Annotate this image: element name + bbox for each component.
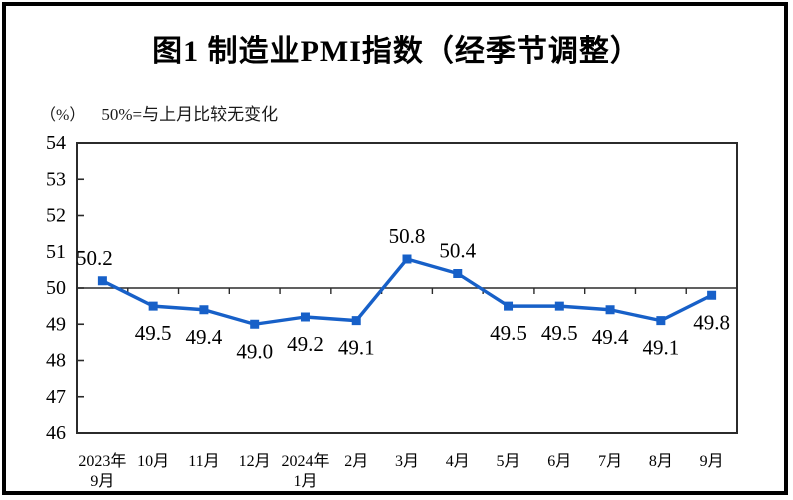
x-axis-label: 5月: [497, 453, 521, 470]
x-axis-label: 1月: [293, 473, 317, 490]
data-point-label: 50.2: [76, 246, 113, 270]
y-axis-tick-label: 46: [46, 422, 66, 444]
data-point-marker: [402, 254, 412, 264]
data-point-marker: [504, 301, 514, 311]
data-point-label: 50.4: [439, 239, 476, 263]
data-point-label: 49.5: [541, 321, 578, 345]
data-point-label: 49.4: [186, 325, 223, 349]
y-axis-tick-label: 53: [46, 168, 66, 190]
data-point-marker: [605, 305, 615, 315]
data-point-label: 49.5: [135, 321, 172, 345]
chart-title: 图1 制造业PMI指数（经季节调整）: [152, 35, 641, 68]
data-point-label: 49.1: [642, 336, 679, 360]
x-axis-label: 6月: [547, 453, 571, 470]
y-axis-tick-label: 52: [46, 205, 66, 227]
reference-note-label: 50%=与上月比较无变化: [101, 105, 279, 124]
y-axis-tick-label: 50: [46, 277, 66, 299]
data-point-marker: [656, 316, 666, 326]
x-axis-label: 4月: [446, 453, 470, 470]
data-point-marker: [300, 312, 310, 322]
data-point-label: 49.0: [236, 339, 273, 363]
y-axis-tick-label: 48: [46, 350, 66, 372]
x-axis-label: 8月: [649, 453, 673, 470]
y-axis-unit-label: （%）: [40, 107, 86, 124]
data-point-marker: [351, 316, 361, 326]
data-point-marker: [250, 319, 260, 329]
x-axis-label: 2023年: [78, 452, 126, 470]
x-axis-label: 2月: [344, 453, 368, 470]
x-axis-label: 9月: [90, 473, 114, 490]
data-point-marker: [199, 305, 209, 315]
x-axis-label: 9月: [700, 453, 724, 470]
x-axis-label: 12月: [239, 453, 271, 470]
chart-subtitle-row: （%） 50%=与上月比较无变化: [40, 100, 278, 125]
data-point-label: 49.5: [490, 321, 527, 345]
data-point-label: 49.1: [338, 336, 375, 360]
data-point-marker: [707, 290, 717, 300]
x-axis-label: 10月: [137, 453, 169, 470]
data-point-marker: [148, 301, 158, 311]
y-axis-tick-label: 47: [46, 386, 66, 408]
y-axis-tick-label: 54: [46, 132, 66, 154]
pmi-line: [101, 257, 713, 326]
y-axis-tick-label: 49: [46, 313, 66, 335]
y-axis-tick-label: 51: [46, 241, 66, 263]
data-point-marker: [97, 276, 107, 286]
x-axis-label: 7月: [598, 453, 622, 470]
data-point-label: 49.4: [592, 325, 629, 349]
data-point-marker: [453, 269, 463, 278]
data-point-label: 50.8: [389, 224, 426, 248]
x-axis-label: 2024年: [281, 452, 329, 470]
data-point-label: 49.8: [693, 310, 730, 334]
x-axis-label: 3月: [395, 453, 419, 470]
x-axis-label: 11月: [188, 453, 219, 470]
data-point-label: 49.2: [287, 332, 324, 356]
data-point-marker: [554, 301, 564, 311]
